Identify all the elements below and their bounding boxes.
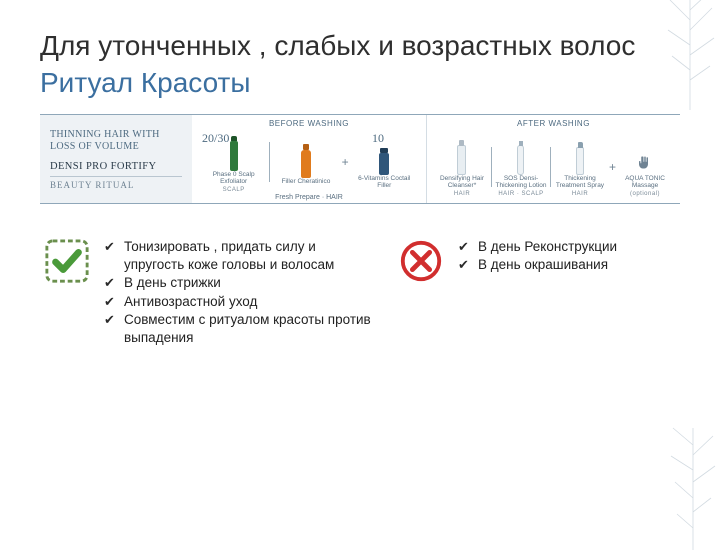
cross-badge-icon xyxy=(398,238,444,284)
plus-icon: + xyxy=(609,160,616,174)
product-massage: AQUA TONIC Massage (optional) xyxy=(616,135,674,198)
banner-before-section: BEFORE WASHING 20/30 10 Phase 0 Scalp Ex… xyxy=(192,115,426,203)
tree-decoration-bottom xyxy=(665,420,720,550)
divider-icon xyxy=(269,142,270,182)
product-lotion: SOS Densi-Thickening Lotion HAIR · SCALP xyxy=(492,135,550,198)
ritual-banner: THINNING HAIR WITH LOSS OF VOLUME DENSI … xyxy=(40,114,680,204)
list-item: В день Реконструкции xyxy=(458,238,617,256)
after-title: AFTER WASHING xyxy=(433,119,674,128)
pros-column: Тонизировать , придать силу и упругость … xyxy=(44,238,374,347)
hand-icon xyxy=(636,153,654,175)
list-item: В день стрижки xyxy=(104,274,374,292)
before-num-left: 20/30 xyxy=(202,131,229,146)
list-item: Совместим с ритуалом красоты против выпа… xyxy=(104,311,374,347)
list-item: В день окрашивания xyxy=(458,256,617,274)
before-num-right: 10 xyxy=(372,131,384,146)
cons-list: В день Реконструкции В день окрашивания xyxy=(458,238,617,274)
pros-list: Тонизировать , придать силу и упругость … xyxy=(104,238,374,347)
banner-left-line3: BEAUTY RITUAL xyxy=(50,176,182,190)
before-footer: Fresh Prepare · HAIR xyxy=(198,194,420,203)
page-title: Для утонченных , слабых и возрастных вол… xyxy=(40,28,680,63)
list-item: Тонизировать , придать силу и упругость … xyxy=(104,238,374,274)
before-title: BEFORE WASHING xyxy=(198,119,420,128)
list-item: Антивозрастной уход xyxy=(104,293,374,311)
product-filler: Filler Cheratinico xyxy=(277,138,335,185)
banner-after-section: AFTER WASHING Densifying Hair Cleanser* … xyxy=(426,115,680,203)
banner-left-line2: DENSI PRO FORTIFY xyxy=(50,161,182,172)
cons-column: В день Реконструкции В день окрашивания xyxy=(398,238,680,347)
check-badge-icon xyxy=(44,238,90,284)
product-vitamins: 6-Vitamins Coctail Filler xyxy=(355,135,413,189)
page-subtitle: Ритуал Красоты xyxy=(40,65,680,100)
banner-left-panel: THINNING HAIR WITH LOSS OF VOLUME DENSI … xyxy=(40,115,192,203)
product-cleanser: Densifying Hair Cleanser* HAIR xyxy=(433,135,491,198)
plus-icon: + xyxy=(342,155,349,169)
banner-left-line1: THINNING HAIR WITH LOSS OF VOLUME xyxy=(50,129,182,153)
product-spray: Thickening Treatment Spray HAIR xyxy=(551,135,609,198)
lower-columns: Тонизировать , придать силу и упругость … xyxy=(40,238,680,347)
